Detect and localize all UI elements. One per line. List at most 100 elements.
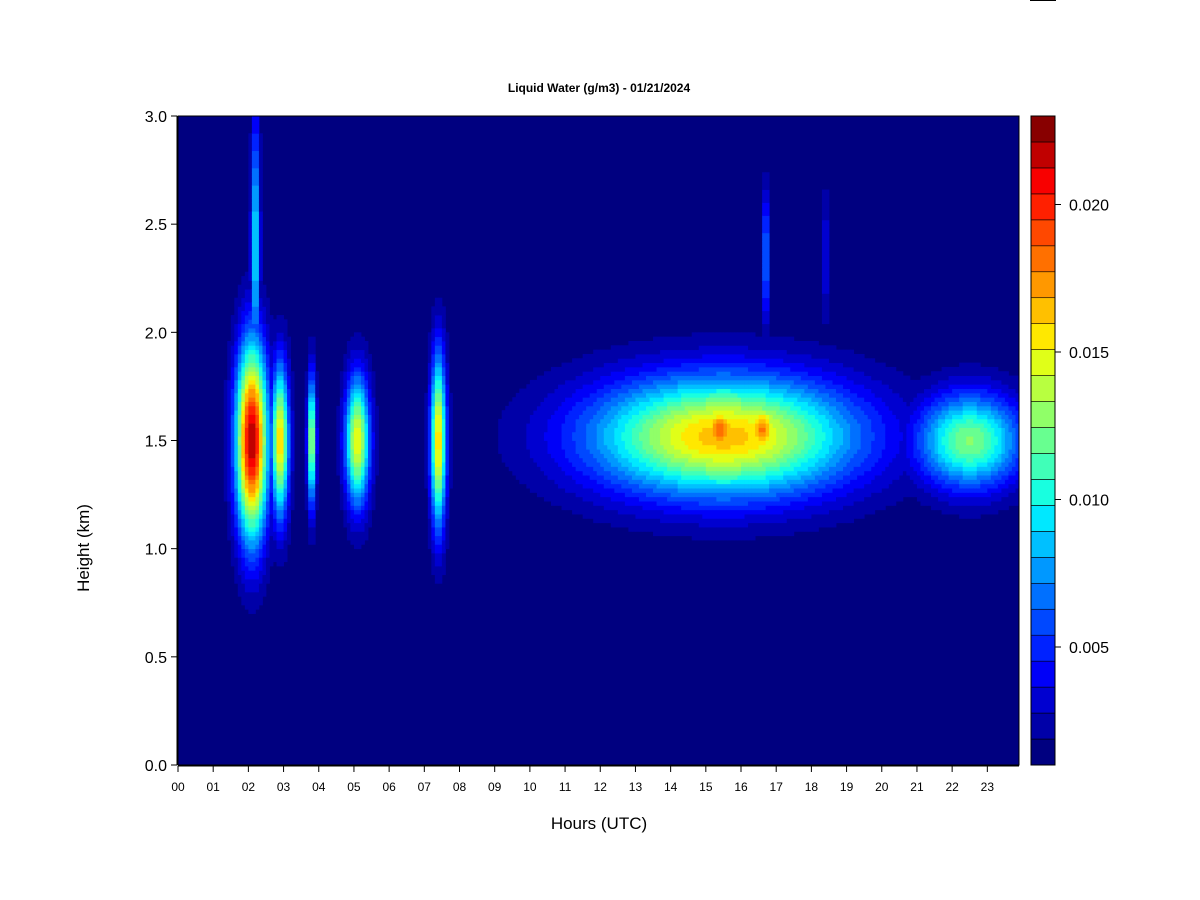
heatmap-cell	[529, 436, 534, 441]
heatmap-cell	[660, 427, 664, 433]
heatmap-cell	[227, 475, 232, 480]
heatmap-cell	[607, 453, 612, 459]
heatmap-cell	[431, 531, 436, 537]
heatmap-cell	[543, 423, 548, 428]
heatmap-cell	[360, 375, 365, 381]
heatmap-cell	[730, 353, 735, 359]
heatmap-cell	[547, 440, 552, 446]
heatmap-cell	[621, 470, 626, 476]
heatmap-cell	[343, 405, 348, 411]
heatmap-cell	[258, 444, 263, 450]
heatmap-cell	[353, 470, 358, 476]
heatmap-cell	[660, 349, 664, 355]
heatmap-cell	[551, 371, 555, 376]
heatmap-cell	[519, 436, 524, 441]
heatmap-cell	[350, 392, 355, 398]
heatmap-cell	[223, 453, 228, 459]
heatmap-cell	[631, 427, 636, 433]
heatmap-cell	[712, 453, 717, 459]
heatmap-cell	[660, 379, 664, 385]
heatmap-cell	[237, 323, 242, 329]
heatmap-cell	[308, 488, 313, 493]
heatmap-cell	[691, 410, 696, 415]
heatmap-cell	[244, 297, 249, 303]
heatmap-cell	[265, 362, 270, 368]
heatmap-cell	[339, 457, 344, 463]
heatmap-cell	[308, 462, 313, 467]
heatmap-cell	[646, 431, 650, 437]
heatmap-cell	[653, 336, 657, 342]
heatmap-cell	[276, 405, 281, 411]
heatmap-cell	[248, 219, 253, 225]
heatmap-cell	[230, 522, 235, 528]
heatmap-cell	[600, 492, 605, 498]
heatmap-cell	[251, 392, 256, 398]
heatmap-cell	[350, 375, 355, 381]
heatmap-cell	[614, 397, 619, 402]
heatmap-cell	[540, 423, 545, 428]
heatmap-cell	[642, 375, 647, 381]
heatmap-cell	[339, 488, 344, 493]
heatmap-cell	[691, 423, 696, 428]
heatmap-cell	[709, 423, 714, 428]
heatmap-cell	[273, 518, 277, 524]
heatmap-cell	[234, 462, 239, 467]
heatmap-cell	[631, 505, 636, 511]
heatmap-cell	[705, 436, 710, 441]
heatmap-cell	[244, 315, 249, 320]
heatmap-cell	[265, 470, 270, 476]
heatmap-cell	[617, 518, 622, 524]
heatmap-cell	[614, 457, 619, 463]
heatmap-cell	[375, 457, 379, 463]
heatmap-cell	[568, 501, 573, 506]
heatmap-cell	[234, 323, 239, 329]
heatmap-cell	[265, 488, 270, 493]
heatmap-cell	[350, 440, 355, 446]
heatmap-cell	[600, 392, 605, 398]
heatmap-cell	[234, 414, 239, 420]
heatmap-cell	[603, 375, 608, 381]
heatmap-cell	[681, 453, 686, 459]
heatmap-cell	[551, 375, 555, 381]
heatmap-cell	[719, 436, 724, 441]
heatmap-cell	[730, 453, 735, 459]
heatmap-cell	[561, 366, 566, 372]
heatmap-cell	[441, 366, 446, 372]
heatmap-cell	[357, 418, 362, 424]
heatmap-cell	[716, 410, 721, 415]
heatmap-cell	[244, 444, 249, 450]
heatmap-cell	[368, 358, 372, 364]
heatmap-cell	[269, 501, 274, 506]
heatmap-cell	[674, 496, 679, 502]
heatmap-cell	[237, 384, 242, 389]
heatmap-cell	[265, 405, 270, 411]
heatmap-cell	[255, 544, 260, 550]
heatmap-cell	[726, 353, 731, 359]
heatmap-cell	[674, 440, 679, 446]
heatmap-cell	[674, 379, 679, 385]
heatmap-cell	[255, 362, 260, 368]
heatmap-cell	[290, 427, 295, 433]
heatmap-cell	[533, 401, 538, 407]
heatmap-cell	[287, 418, 291, 424]
heatmap-cell	[621, 479, 626, 485]
heatmap-cell	[691, 431, 696, 437]
heatmap-cell	[434, 405, 439, 411]
heatmap-cell	[368, 488, 372, 493]
heatmap-cell	[529, 418, 534, 424]
heatmap-cell	[258, 150, 263, 156]
heatmap-cell	[244, 574, 249, 580]
heatmap-cell	[723, 475, 728, 480]
heatmap-cell	[593, 401, 598, 407]
heatmap-cell	[350, 527, 355, 532]
heatmap-cell	[582, 431, 587, 437]
heatmap-cell	[536, 479, 541, 485]
heatmap-cell	[353, 418, 358, 424]
heatmap-cell	[607, 397, 612, 402]
heatmap-cell	[269, 561, 274, 567]
heatmap-cell	[304, 379, 309, 385]
heatmap-cell	[251, 315, 256, 320]
heatmap-cell	[255, 405, 260, 411]
heatmap-cell	[364, 501, 369, 506]
heatmap-cell	[617, 488, 622, 493]
